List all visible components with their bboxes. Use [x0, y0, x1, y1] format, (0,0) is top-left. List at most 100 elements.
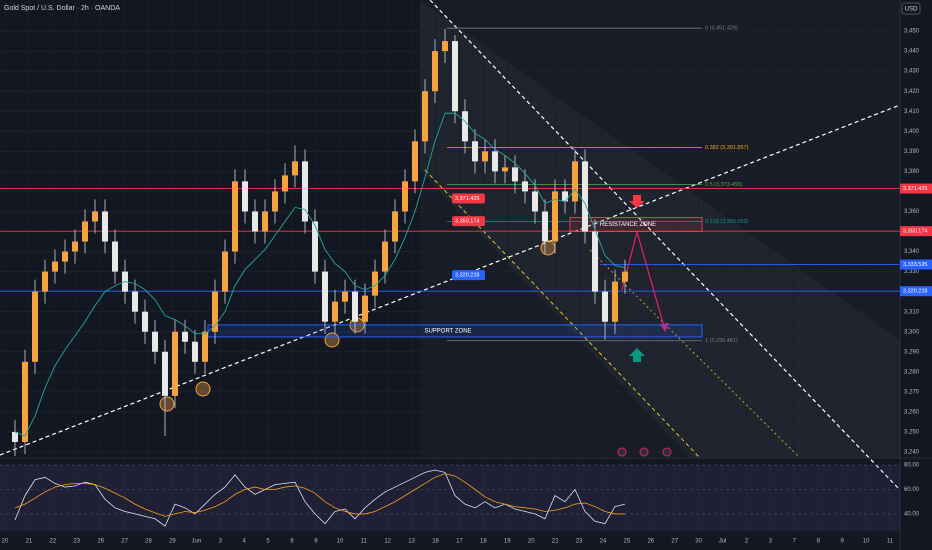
candle-body — [212, 291, 218, 332]
candle-body — [532, 191, 538, 212]
fib-label: 0 (3,451.429) — [705, 26, 738, 32]
x-tick-label: 6 — [290, 539, 294, 545]
candle-body — [392, 211, 398, 242]
candle-body — [262, 211, 268, 232]
x-tick-label: Jun — [192, 539, 202, 545]
level-badge-label: 3,371.425 — [455, 196, 479, 202]
candle-body — [202, 331, 208, 362]
x-tick-label: 23 — [73, 539, 80, 545]
candle-body — [272, 191, 278, 212]
candle-body — [612, 281, 618, 322]
candle-body — [52, 261, 58, 272]
price-tag — [900, 226, 932, 237]
candle-body — [602, 291, 608, 322]
candle-body — [352, 291, 358, 322]
candle-body — [472, 141, 478, 162]
ema-line — [14, 112, 626, 437]
candle-body — [552, 191, 558, 242]
candle-body — [412, 141, 418, 182]
level-badge — [452, 216, 485, 227]
x-tick-label: 18 — [480, 539, 487, 545]
candle-body — [422, 91, 428, 142]
channel-shade — [420, 0, 900, 458]
candle-body — [342, 291, 348, 302]
x-tick-label: 12 — [384, 539, 391, 545]
x-tick-label: 17 — [456, 539, 463, 545]
candle-body — [462, 111, 468, 142]
candle-body — [522, 181, 528, 192]
price-tag — [900, 259, 932, 270]
candle-body — [452, 41, 458, 112]
annotations — [0, 0, 901, 491]
trendline — [589, 249, 801, 459]
x-tick-label: 30 — [695, 539, 702, 545]
buy-arrow — [629, 348, 645, 362]
candle-body — [322, 271, 328, 322]
candle-body — [562, 191, 568, 202]
x-tick-label: 26 — [97, 539, 104, 545]
candle-body — [222, 251, 228, 292]
x-tick-label: 16 — [432, 539, 439, 545]
y-tick-label: 3,440 — [904, 49, 920, 55]
level-badge-label: 3,350.174 — [455, 219, 479, 225]
y-tick-label: 3,410 — [904, 109, 920, 115]
x-tick-label: 3 — [219, 539, 223, 545]
price-tag-label: 3,333.525 — [903, 262, 927, 268]
candle-body — [512, 167, 518, 182]
candle-body — [282, 175, 288, 192]
candle-body — [382, 241, 388, 272]
candle-body — [242, 181, 248, 212]
candle-body — [82, 221, 88, 242]
touch-circle — [195, 381, 211, 397]
candle-body — [182, 331, 188, 342]
y-tick-label: 3,270 — [904, 389, 920, 395]
candle-body — [582, 161, 588, 232]
candle-body — [32, 291, 38, 362]
x-tick-label: 2 — [745, 539, 749, 545]
candle-body — [132, 291, 138, 312]
x-tick-label: 5 — [266, 539, 270, 545]
x-tick-label: 28 — [145, 539, 152, 545]
level-badge-label: 3,320.228 — [455, 273, 479, 279]
candle-body — [192, 341, 198, 362]
candle-body — [622, 271, 628, 282]
currency: USD — [905, 7, 918, 13]
candle-body — [102, 211, 108, 242]
x-tick-label: 11 — [361, 539, 368, 545]
candle-body — [62, 251, 68, 262]
y-tick-label: 3,450 — [904, 29, 920, 35]
candle-body — [12, 431, 18, 442]
x-tick-label: 7 — [793, 539, 797, 545]
candle-body — [542, 211, 548, 242]
trendline — [429, 0, 901, 491]
x-tick-label: 10 — [337, 539, 344, 545]
x-tick-label: 22 — [49, 539, 56, 545]
y-tick-label: 3,340 — [904, 249, 920, 255]
y-tick-label: 3,310 — [904, 309, 920, 315]
x-tick-label: 25 — [624, 539, 631, 545]
sell-arrow — [629, 195, 645, 208]
currency-box — [901, 2, 921, 15]
x-tick-label: 21 — [26, 539, 33, 545]
candle-body — [332, 301, 338, 322]
x-tick-label: 24 — [600, 539, 607, 545]
candle-body — [252, 211, 258, 232]
price-tag — [900, 183, 932, 194]
y-tick-label: 3,250 — [904, 430, 920, 436]
candle-body — [232, 181, 238, 252]
x-tick-label: 3 — [769, 539, 773, 545]
candle-body — [442, 41, 448, 52]
candle-body — [172, 331, 178, 396]
y-tick-label: 3,420 — [904, 89, 920, 95]
x-tick-label: 20 — [2, 539, 9, 545]
candle-body — [402, 181, 408, 212]
x-tick-label: 26 — [647, 539, 654, 545]
grid — [0, 30, 900, 453]
candle-body — [362, 295, 368, 322]
x-tick-label: 23 — [576, 539, 583, 545]
candle-body — [432, 51, 438, 92]
x-tick-label: 29 — [169, 539, 176, 545]
fib-label: 0.618 (3,355.053) — [705, 219, 749, 225]
rsi-ma-line — [14, 473, 625, 517]
price-tag-label: 3,350.174 — [903, 229, 927, 235]
